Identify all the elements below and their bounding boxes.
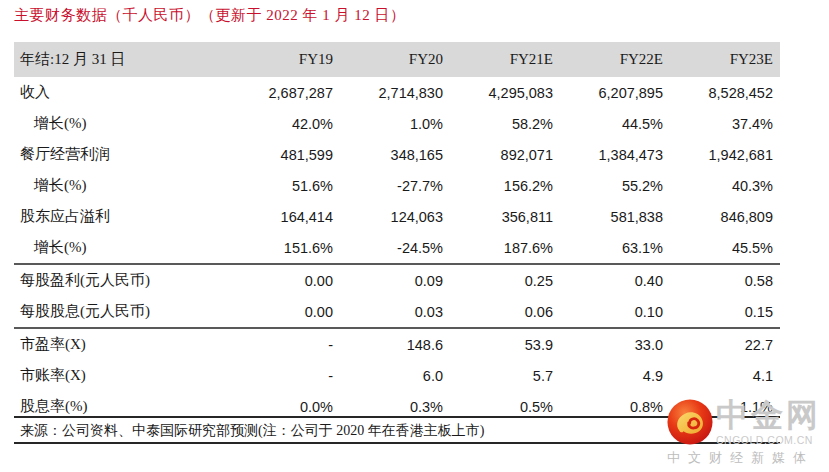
cell-value: 0.58 [670, 264, 780, 296]
cell-value: 40.3% [670, 170, 780, 201]
cell-value: 124,063 [340, 201, 450, 232]
cell-value: -27.7% [340, 170, 450, 201]
table-row: 增长(%)51.6%-27.7%156.2%55.2%40.3% [14, 170, 780, 201]
cell-value: 55.2% [560, 170, 670, 201]
header-fy23e: FY23E [670, 42, 780, 77]
cell-value: 4,295,083 [450, 77, 560, 108]
table-row: 股东应占溢利164,414124,063356,811581,838846,80… [14, 201, 780, 232]
header-fy22e: FY22E [560, 42, 670, 77]
cell-value: 846,809 [670, 201, 780, 232]
row-label: 增长(%) [14, 170, 230, 201]
watermark-domain: CNGOLD.COM.CN [716, 434, 821, 446]
row-label: 增长(%) [14, 232, 230, 264]
cell-value: 481,599 [230, 139, 340, 170]
cell-value: 0.40 [560, 264, 670, 296]
page-title: 主要财务数据（千人民币）（更新于 2022 年 1 月 12 日） [14, 6, 406, 25]
table-row: 收入2,687,2872,714,8304,295,0836,207,8958,… [14, 77, 780, 108]
cell-value: 33.0 [560, 328, 670, 360]
cell-value: 0.03 [340, 296, 450, 328]
cell-value: 2,687,287 [230, 77, 340, 108]
watermark-top-row: 中金网 CNGOLD.COM.CN [667, 399, 821, 446]
cell-value: 8,528,452 [670, 77, 780, 108]
cell-value: 6.0 [340, 360, 450, 391]
row-label: 餐厅经营利润 [14, 139, 230, 170]
cell-value: 0.06 [450, 296, 560, 328]
cell-value: -24.5% [340, 232, 450, 264]
cell-value: 581,838 [560, 201, 670, 232]
row-label: 每股盈利(元人民币) [14, 264, 230, 296]
header-fy21e: FY21E [450, 42, 560, 77]
cell-value: 156.2% [450, 170, 560, 201]
cell-value: 0.15 [670, 296, 780, 328]
table-row: 每股股息(元人民币)0.000.030.060.100.15 [14, 296, 780, 328]
cell-value: 45.5% [670, 232, 780, 264]
cell-value: 0.09 [340, 264, 450, 296]
cell-value: 892,071 [450, 139, 560, 170]
cell-value: 151.6% [230, 232, 340, 264]
header-fy20: FY20 [340, 42, 450, 77]
table-row: 每股盈利(元人民币)0.000.090.250.400.58 [14, 264, 780, 296]
cell-value: 51.6% [230, 170, 340, 201]
cell-value: - [230, 360, 340, 391]
watermark: 中金网 CNGOLD.COM.CN 中文财经新媒体 [667, 399, 821, 467]
cell-value: 148.6 [340, 328, 450, 360]
cell-value: 63.1% [560, 232, 670, 264]
cell-value: 356,811 [450, 201, 560, 232]
cell-value: 1,942,681 [670, 139, 780, 170]
cell-value: 6,207,895 [560, 77, 670, 108]
cell-value: 164,414 [230, 201, 340, 232]
cell-value: 187.6% [450, 232, 560, 264]
row-label: 市账率(X) [14, 360, 230, 391]
cell-value: 37.4% [670, 108, 780, 139]
cell-value: 348,165 [340, 139, 450, 170]
row-label: 增长(%) [14, 108, 230, 139]
source-note: 来源：公司资料、中泰国际研究部预测(注：公司于 2020 年在香港主板上市) [14, 416, 780, 444]
cngold-logo-icon [667, 399, 713, 445]
cell-value: - [230, 328, 340, 360]
header-year-end: 年结:12 月 31 日 [14, 42, 230, 77]
cell-value: 2,714,830 [340, 77, 450, 108]
header-fy19: FY19 [230, 42, 340, 77]
table-row: 市盈率(X)-148.653.933.022.7 [14, 328, 780, 360]
table-row: 增长(%)42.0%1.0%58.2%44.5%37.4% [14, 108, 780, 139]
cell-value: 22.7 [670, 328, 780, 360]
cell-value: 58.2% [450, 108, 560, 139]
table-body: 收入2,687,2872,714,8304,295,0836,207,8958,… [14, 77, 780, 422]
watermark-name: 中金网 [716, 399, 821, 433]
cell-value: 0.25 [450, 264, 560, 296]
watermark-text-column: 中金网 CNGOLD.COM.CN [716, 399, 821, 446]
row-label: 收入 [14, 77, 230, 108]
watermark-tagline: 中文财经新媒体 [667, 449, 814, 467]
table-row: 餐厅经营利润481,599348,165892,0711,384,4731,94… [14, 139, 780, 170]
row-label: 股东应占溢利 [14, 201, 230, 232]
cell-value: 4.9 [560, 360, 670, 391]
cell-value: 5.7 [450, 360, 560, 391]
table-row: 增长(%)151.6%-24.5%187.6%63.1%45.5% [14, 232, 780, 264]
row-label: 市盈率(X) [14, 328, 230, 360]
table-header-row: 年结:12 月 31 日 FY19 FY20 FY21E FY22E FY23E [14, 42, 780, 77]
cell-value: 0.00 [230, 296, 340, 328]
cell-value: 0.00 [230, 264, 340, 296]
cell-value: 1,384,473 [560, 139, 670, 170]
row-label: 每股股息(元人民币) [14, 296, 230, 328]
cell-value: 42.0% [230, 108, 340, 139]
cell-value: 4.1 [670, 360, 780, 391]
cell-value: 0.10 [560, 296, 670, 328]
cell-value: 44.5% [560, 108, 670, 139]
cell-value: 53.9 [450, 328, 560, 360]
cell-value: 1.0% [340, 108, 450, 139]
table-row: 市账率(X)-6.05.74.94.1 [14, 360, 780, 391]
financial-table: 年结:12 月 31 日 FY19 FY20 FY21E FY22E FY23E… [14, 42, 780, 422]
